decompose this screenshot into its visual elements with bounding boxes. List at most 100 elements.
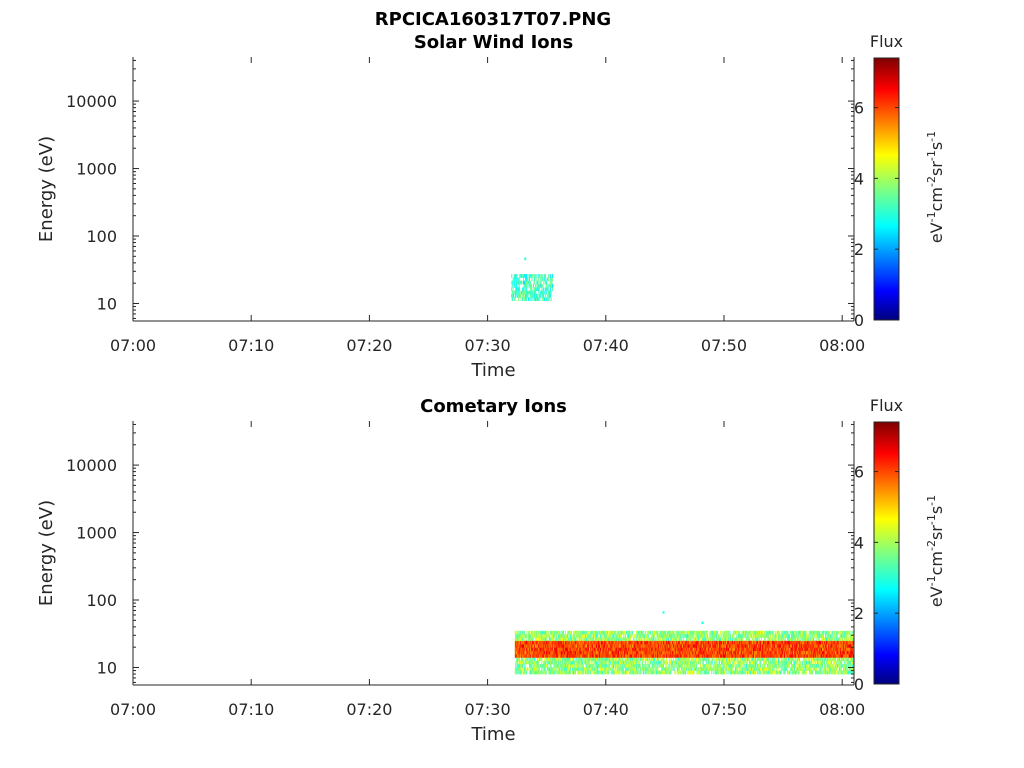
heatmap-cell: [549, 290, 551, 295]
heatmap-cell: [717, 637, 719, 642]
heatmap-cell: [593, 630, 595, 635]
heatmap-cell: [552, 284, 554, 288]
heatmap-cell: [573, 630, 575, 635]
heatmap-cell: [729, 630, 731, 635]
heatmap-cell: [633, 637, 635, 642]
heatmap-cell: [617, 670, 619, 675]
heatmap-cell: [559, 667, 561, 672]
y-tick-label: 100: [86, 227, 117, 246]
heatmap-cell: [725, 667, 727, 672]
heatmap-cell: [623, 670, 625, 675]
heatmap-cell: [678, 664, 680, 668]
heatmap-cell: [531, 277, 533, 282]
heatmap-cell: [596, 630, 598, 635]
heatmap-cell: [720, 630, 722, 635]
heatmap-cell: [639, 670, 641, 675]
heatmap-cell: [547, 630, 549, 635]
heatmap-cell: [549, 664, 551, 668]
heatmap-cell: [682, 670, 684, 675]
heatmap-cell: [618, 664, 620, 668]
heatmap-cell: [667, 670, 669, 675]
heatmap-cell: [647, 657, 649, 662]
heatmap-cell: [596, 634, 598, 638]
heatmap-cell: [553, 637, 555, 642]
heatmap-cell: [614, 670, 616, 675]
heatmap-cell: [643, 630, 645, 635]
heatmap-cell: [634, 670, 636, 675]
heatmap-cell: [673, 664, 675, 668]
heatmap-cell: [519, 274, 521, 278]
heatmap-cell: [532, 634, 534, 638]
heatmap-cell: [655, 664, 657, 668]
heatmap-cell: [609, 664, 611, 668]
heatmap-cell: [566, 657, 568, 662]
heatmap-cell: [717, 630, 719, 635]
heatmap-cell: [727, 630, 729, 635]
heatmap-cell: [562, 670, 564, 675]
heatmap-cell: [698, 670, 700, 675]
heatmap-cell: [687, 667, 689, 672]
heatmap-cell: [591, 664, 593, 668]
heatmap-cell: [578, 664, 580, 668]
heatmap-cell: [563, 664, 565, 668]
heatmap-cell: [549, 657, 551, 662]
heatmap-cell: [613, 657, 615, 662]
heatmap-cell: [581, 637, 583, 642]
heatmap-cell: [540, 664, 542, 668]
heatmap-cell: [549, 634, 551, 638]
heatmap-cell: [590, 657, 592, 662]
heatmap-cell: [524, 297, 526, 301]
heatmap-cell: [532, 294, 534, 298]
heatmap-cell: [662, 670, 664, 675]
heatmap-cell: [688, 670, 690, 675]
heatmap-cell: [546, 294, 548, 298]
heatmap-cell: [645, 660, 647, 665]
heatmap-cell: [666, 660, 668, 665]
heatmap-cell: [555, 630, 557, 635]
heatmap-cell: [659, 660, 661, 665]
heatmap-cell: [516, 630, 518, 635]
heatmap-cell: [698, 634, 700, 638]
heatmap-cell: [514, 274, 516, 278]
heatmap-cell: [661, 660, 663, 665]
heatmap-cell: [542, 284, 544, 288]
heatmap-cell: [609, 657, 611, 662]
heatmap-cell: [527, 290, 529, 295]
heatmap-cell: [683, 670, 685, 675]
heatmap-cell: [579, 660, 581, 665]
heatmap-cell: [661, 664, 663, 668]
heatmap-cell: [525, 667, 527, 672]
heatmap-cell: [725, 637, 727, 642]
heatmap-cell: [630, 664, 632, 668]
heatmap-cell: [514, 297, 516, 301]
heatmap-cell: [568, 634, 570, 638]
heatmap-cell: [606, 634, 608, 638]
heatmap-cell: [718, 637, 720, 642]
heatmap-cell: [588, 657, 590, 662]
heatmap-cell: [610, 670, 612, 675]
heatmap-cell: [649, 657, 651, 662]
heatmap-cell: [526, 634, 528, 638]
heatmap-cell: [515, 660, 517, 665]
heatmap-cell: [534, 284, 536, 288]
heatmap-cell: [671, 667, 673, 672]
y-tick-label: 10000: [66, 92, 117, 111]
heatmap-cell: [609, 637, 611, 642]
heatmap-cell: [513, 277, 515, 282]
heatmap-cell: [712, 634, 714, 638]
heatmap-cell: [590, 664, 592, 668]
heatmap-cell: [515, 670, 517, 675]
heatmap-cell: [568, 670, 570, 675]
heatmap-cell: [596, 637, 598, 642]
heatmap-cell: [520, 667, 522, 672]
heatmap-cells: [511, 257, 554, 301]
heatmap-cell: [533, 667, 535, 672]
heatmap-cell: [663, 667, 665, 672]
heatmap-cell: [562, 634, 564, 638]
x-tick-label: 07:40: [583, 336, 629, 355]
heatmap-cell: [541, 634, 543, 638]
heatmap-cell: [724, 630, 726, 635]
heatmap-cell: [519, 630, 521, 635]
heatmap-cell: [578, 634, 580, 638]
heatmap-cell: [538, 660, 540, 665]
